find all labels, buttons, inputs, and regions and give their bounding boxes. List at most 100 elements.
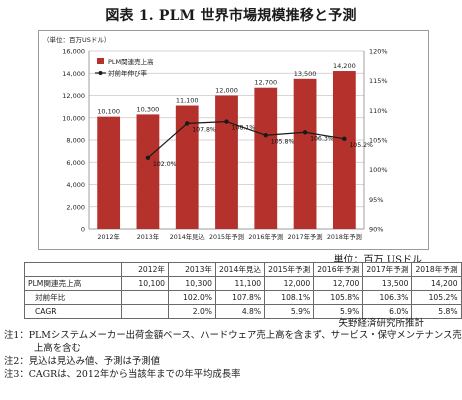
table-header-cell: 2018年予測 (411, 262, 462, 277)
growth-point (263, 133, 268, 138)
y-tick-label: 0 (81, 226, 85, 234)
growth-value-label: 102.0% (153, 161, 177, 168)
legend-label: PLM関連売上高 (108, 57, 154, 66)
table-cell: 105.2% (411, 290, 462, 305)
growth-point (224, 119, 229, 124)
y2-tick-label: 95% (369, 196, 383, 204)
y2-tick-label: 100% (369, 166, 388, 174)
table-cell: 107.8% (214, 290, 266, 305)
table-row: 対前年比 102.0% 107.8% 108.1% 105.8% 106.3% … (24, 290, 462, 305)
growth-value-label: 108.1% (232, 125, 256, 132)
bar-value-label: 10,300 (137, 105, 160, 113)
growth-value-label: 105.2% (349, 142, 373, 149)
x-tick-label: 2014年見込 (170, 232, 206, 241)
row-label: PLM関連売上高 (24, 276, 122, 291)
growth-point (302, 130, 308, 135)
y-tick-label: 10,000 (62, 114, 85, 122)
table-cell: 11,100 (214, 276, 266, 291)
growth-value-label: 105.8% (271, 138, 295, 145)
y2-tick-label: 105% (369, 137, 388, 145)
x-tick-label: 2017年予測 (288, 232, 323, 241)
growth-point (145, 155, 151, 160)
table-header-cell: 2017年予測 (362, 262, 413, 277)
y-tick-label: 8,000 (66, 137, 85, 145)
table-cell: 108.1% (264, 290, 315, 305)
table-cell: 12,000 (264, 276, 315, 291)
table-cell: 106.3% (362, 290, 413, 305)
growth-point (342, 136, 347, 142)
source-credit: 矢野経済研究所推計 (338, 318, 424, 329)
table-cell: 2.0% (168, 304, 216, 319)
unit-note: 単位：百万 USドル (333, 255, 422, 266)
table-cell: 105.8% (313, 290, 364, 305)
table-row: CAGR 2.0% 4.8% 5.9% 5.9% 6.0% 5.8% (24, 304, 462, 319)
data-table: 2012年 2013年 2014年見込 2015年予測 2016年予測 2017… (24, 262, 462, 319)
x-tick-label: 2018年予測 (327, 232, 362, 241)
bar (175, 105, 199, 229)
y-tick-label: 4,000 (66, 181, 85, 189)
x-tick-label: 2015年予測 (209, 232, 244, 241)
table-cell: 102.0% (168, 290, 216, 305)
bar (254, 87, 278, 230)
chart-svg: 0 2,000 4,000 6,000 8,000 10,000 12,000 14,000 1… (43, 35, 388, 241)
y-tick-label: 14,000 (62, 70, 85, 78)
table-header-cell: 2012年 (121, 262, 169, 277)
y2-tick-label: 115% (369, 77, 388, 85)
bar (293, 78, 317, 229)
chart-area: 0 2,000 4,000 6,000 8,000 10,000 12,000 14,000 1… (38, 30, 429, 250)
bar-value-label: 14,200 (333, 62, 356, 70)
table-cell: 12,700 (313, 276, 364, 291)
bar (97, 116, 121, 229)
table-header-cell: 2016年予測 (313, 262, 364, 277)
growth-line (147, 121, 345, 159)
table-header-cell: 2013年 (168, 262, 216, 277)
table-cell: 10,100 (121, 276, 169, 291)
footnote: 注3：CAGRは、2012年から当該年までの年平均成長率 (4, 369, 241, 380)
table-cell: 4.8% (214, 304, 266, 319)
y-tick-label: 2,000 (66, 203, 85, 211)
table-cell: 14,200 (411, 276, 462, 291)
unit-label: （単位：百万USドル） (43, 35, 110, 44)
table-row: PLM関連売上高 10,100 10,300 11,100 12,000 12,… (24, 276, 462, 291)
table-cell (121, 304, 169, 319)
x-tick-label: 2013年 (137, 232, 159, 241)
bar-value-label: 11,100 (176, 97, 199, 105)
y2-tick-label: 110% (369, 107, 388, 115)
bar (332, 71, 356, 230)
bar-value-label: 12,700 (254, 79, 277, 87)
table-header-cell: 2014年見込 (214, 262, 266, 277)
y2-tick-label: 120% (369, 48, 388, 56)
legend-swatch-marker (98, 71, 103, 75)
table-cell: 5.9% (264, 304, 315, 319)
bar-value-label: 12,000 (215, 87, 238, 95)
table-cell (121, 290, 169, 305)
y-tick-label: 6,000 (66, 159, 85, 167)
footnote: 注2：見込は見込み値、予測は予測値 (4, 356, 160, 367)
growth-point (185, 121, 190, 126)
growth-value-label: 107.8% (192, 126, 216, 133)
legend-swatch-bar (97, 58, 104, 64)
footnotes: 注1：PLMシステムメーカー出荷金額ベース、ハードウェア売上高を含まず、サービス… (4, 329, 462, 381)
x-tick-label: 2012年 (97, 232, 119, 241)
table-cell: 10,300 (168, 276, 216, 291)
x-tick-label: 2016年予測 (248, 232, 283, 241)
table-header-cell (24, 262, 122, 277)
y-tick-label: 16,000 (62, 48, 85, 56)
table-header-row: 2012年 2013年 2014年見込 2015年予測 2016年予測 2017… (24, 262, 462, 277)
row-label: CAGR (24, 304, 122, 319)
table-cell: 5.8% (411, 304, 462, 319)
y2-tick-label: 90% (369, 226, 383, 234)
footnote: 注1：PLMシステムメーカー出荷金額ベース、ハードウェア売上高を含まず、サービス… (4, 330, 462, 341)
bar-value-label: 10,100 (97, 108, 120, 116)
bar-value-label: 13,500 (294, 70, 317, 78)
legend-label: 対前年伸び率 (108, 69, 148, 78)
row-label: 対前年比 (24, 290, 122, 305)
table-header-cell: 2015年予測 (264, 262, 315, 277)
growth-value-label: 106.3% (310, 135, 334, 142)
figure-title: 図表 1. PLM 世界市場規模推移と予測 (105, 8, 357, 24)
footnote: 上高を含む (34, 343, 81, 354)
table-cell: 13,500 (362, 276, 413, 291)
bar (136, 114, 160, 229)
bar (215, 95, 238, 229)
y-tick-label: 12,000 (62, 92, 85, 100)
